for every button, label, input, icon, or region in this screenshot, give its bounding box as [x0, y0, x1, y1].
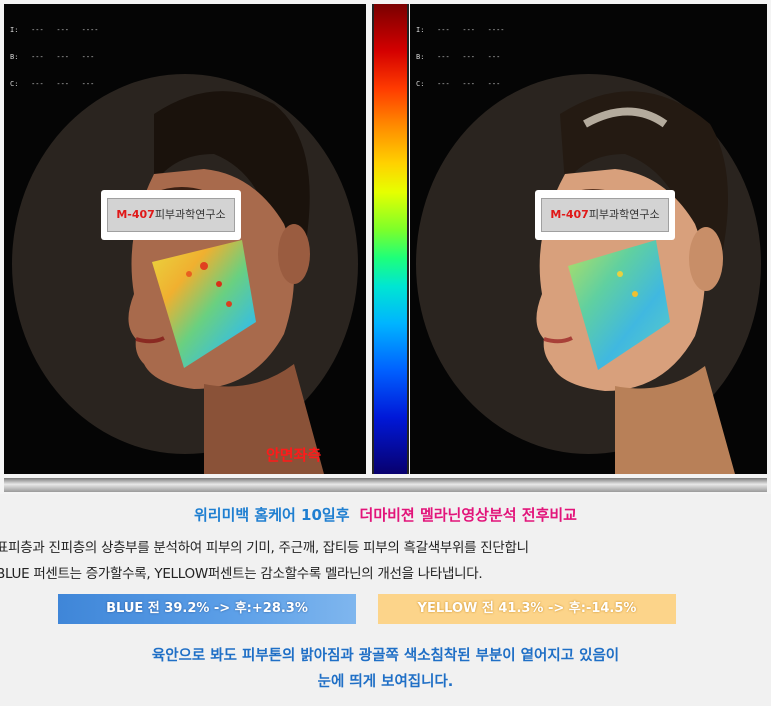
after-image-panel: I: --- --- ---- B: --- --- --- C: --- --… — [410, 4, 767, 474]
headline-pink: 더마비젼 멜라닌영상분석 전후비교 — [359, 506, 577, 524]
header-line: I: --- --- ---- — [10, 26, 99, 34]
watermark-label: 피부과학연구소 — [588, 208, 660, 221]
description-line: BLUE 퍼센트는 증가할수록, YELLOW퍼센트는 감소할수록 멜라닌의 개… — [0, 566, 483, 582]
blue-result-badge: BLUE 전 39.2% -> 후:+28.3% — [58, 594, 356, 624]
conclusion-line: 육안으로 봐도 피부톤의 밝아짐과 광골쪽 색소침착된 부분이 옅어지고 있음이 — [151, 648, 620, 664]
header-line: C: --- --- --- — [10, 80, 95, 88]
watermark-code: M-407 — [550, 208, 589, 221]
lab-watermark: M-407피부과학연구소 — [101, 190, 241, 240]
yellow-result-badge: YELLOW 전 41.3% -> 후:-14.5% — [378, 594, 676, 624]
headline: 위리미백 홈케어 10일후 더마비젼 멜라닌영상분석 전후비교 — [0, 504, 771, 525]
description-line: 표피층과 진피층의 상층부를 분석하여 피부의 기미, 주근깨, 잡티등 피부의… — [0, 540, 529, 556]
header-line: C: --- --- --- — [416, 80, 501, 88]
header-line: I: --- --- ---- — [416, 26, 505, 34]
divider-bar — [4, 478, 767, 492]
side-caption: 안면좌측 — [266, 446, 322, 464]
panel-header: I: --- --- ---- B: --- --- --- C: --- --… — [416, 8, 505, 107]
color-scale-bar — [372, 4, 409, 474]
analysis-text-section: 위리미백 홈케어 10일후 더마비젼 멜라닌영상분석 전후비교 표피층과 진피층의… — [0, 494, 771, 706]
header-line: B: --- --- --- — [416, 53, 501, 61]
header-line: B: --- --- --- — [10, 53, 95, 61]
conclusion-line: 눈에 띄게 보여집니다. — [317, 674, 454, 690]
before-image-panel: I: --- --- ---- B: --- --- --- C: --- --… — [4, 4, 366, 474]
watermark-code: M-407 — [116, 208, 155, 221]
watermark-label: 피부과학연구소 — [154, 208, 226, 221]
panel-header: I: --- --- ---- B: --- --- --- C: --- --… — [10, 8, 99, 107]
headline-blue: 위리미백 홈케어 10일후 — [194, 506, 350, 524]
lab-watermark: M-407피부과학연구소 — [535, 190, 675, 240]
